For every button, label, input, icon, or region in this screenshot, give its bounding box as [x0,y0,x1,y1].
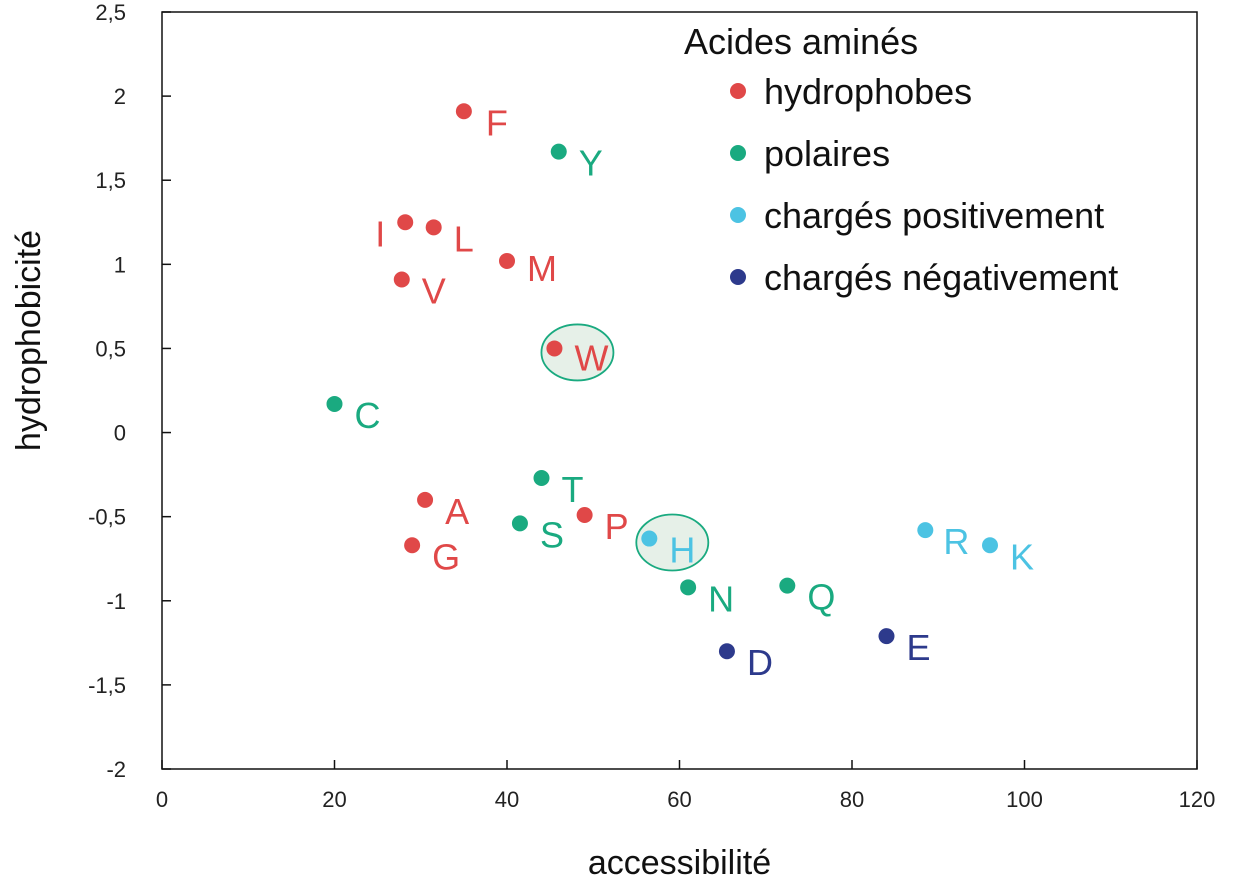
legend-marker [730,207,746,223]
point-f [455,103,472,120]
x-tick-label: 80 [840,787,864,812]
point-label-v: V [422,270,446,311]
legend-entry-label: polaires [764,133,890,174]
point-labels: F I L M V W A P G Y C TS N Q H R K D E [355,102,1035,683]
point-m [499,252,515,269]
point-p [576,506,593,523]
x-axis-title: accessibilité [588,844,771,882]
axis-ticks: 0 20 40 60 80 100 120 2,5 2 1,5 1 0,5 0 -0,5 -1 -1,5 -2 [88,0,1215,812]
point-q [779,577,796,594]
y-axis-title: hydrophobicité [10,230,48,451]
point-label-q: Q [807,577,835,618]
highlight-ellipses [540,323,710,572]
y-tick-label: -2 [106,757,126,782]
point-label-p: P [605,506,629,547]
point-label-l: L [454,218,474,259]
y-tick-label: 2 [114,84,126,109]
x-tick-label: 120 [1179,787,1216,812]
plot-area-frame [161,11,1198,770]
point-n [680,579,697,596]
point-label-f: F [486,102,508,143]
x-tick-label: 100 [1006,787,1043,812]
y-tick-label: 1,5 [95,168,126,193]
point-label-a: A [445,491,469,532]
point-label-t: T [562,469,584,510]
point-h [641,530,658,547]
legend: Acides aminés hydrophobes polaires chargés… [684,21,1118,298]
point-label-e: E [907,627,931,668]
x-tick-label: 20 [322,787,346,812]
point-v [393,271,410,288]
point-label-y: Y [579,143,603,184]
y-tick-label: 0 [114,421,126,446]
x-tick-label: 60 [667,787,691,812]
legend-marker [730,269,746,285]
x-tick-label: 40 [495,787,519,812]
point-l [425,219,442,236]
point-g [404,537,421,554]
legend-marker [730,145,746,161]
point-t [533,469,550,486]
x-tick-label: 0 [156,787,168,812]
y-tick-label: -1 [106,589,126,614]
point-d [718,643,735,660]
point-y [550,143,567,160]
point-label-g: G [432,536,460,577]
point-label-c: C [355,395,381,436]
point-e [878,628,895,645]
point-label-i: I [375,213,385,254]
point-s [511,515,528,532]
y-tick-label: 0,5 [95,336,126,361]
point-i [397,214,414,231]
legend-entry-label: hydrophobes [764,71,972,112]
point-c [326,395,343,412]
point-a [417,491,434,508]
legend-marker [730,83,746,99]
highlight-ellipse-h [635,513,710,572]
legend-entry-label: chargés négativement [764,257,1118,298]
data-points [326,103,998,660]
legend-entry-label: chargés positivement [764,195,1104,236]
point-label-k: K [1010,536,1034,577]
y-tick-label: 2,5 [95,0,126,25]
legend-title: Acides aminés [684,21,918,62]
highlight-ellipse-w [540,323,615,382]
y-tick-label: -0,5 [88,505,126,530]
y-tick-label: 1 [114,252,126,277]
point-k [982,537,998,554]
point-r [917,522,934,539]
point-label-n: N [708,578,734,619]
point-label-r: R [943,521,969,562]
point-label-s: S [540,514,564,555]
point-label-m: M [527,248,557,289]
point-w [546,340,563,357]
point-label-h: H [669,530,695,571]
y-tick-label: -1,5 [88,673,126,698]
point-label-w: W [574,337,608,378]
point-label-d: D [747,642,773,683]
